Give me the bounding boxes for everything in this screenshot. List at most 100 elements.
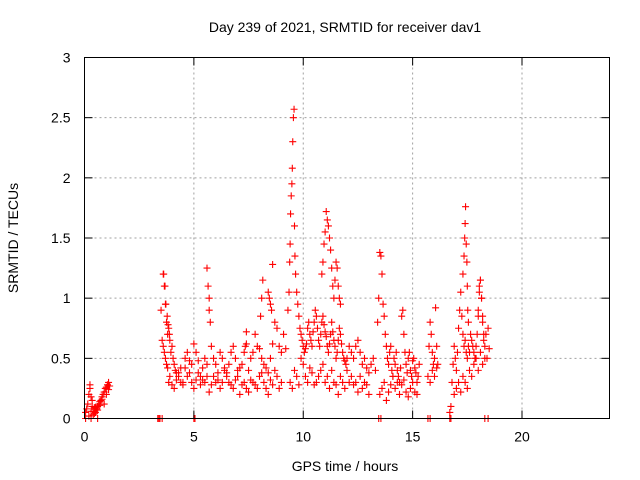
data-point	[470, 360, 478, 368]
data-point	[265, 294, 273, 302]
data-point	[396, 390, 403, 398]
data-point	[207, 342, 215, 350]
data-point	[452, 366, 460, 374]
data-point	[392, 348, 400, 356]
data-point	[386, 348, 394, 356]
data-point	[376, 390, 384, 398]
data-point	[262, 384, 270, 392]
data-point	[434, 360, 442, 368]
data-point	[459, 372, 467, 380]
data-point	[484, 324, 492, 332]
data-point	[308, 342, 316, 350]
data-point	[106, 382, 114, 390]
data-point	[260, 360, 268, 368]
data-point	[169, 354, 177, 362]
tick-labels: 0 0.5 1 1.5 2 2.5 3 0 5 10 15 20	[51, 50, 530, 445]
data-point	[294, 300, 302, 308]
data-point	[317, 330, 325, 338]
data-point	[327, 246, 335, 254]
data-point	[324, 222, 332, 230]
data-point	[312, 378, 320, 386]
data-point	[201, 354, 209, 362]
data-point	[398, 381, 406, 389]
data-point	[472, 342, 480, 350]
data-point	[286, 378, 294, 386]
data-point	[342, 360, 350, 368]
data-point	[378, 270, 386, 278]
data-point	[459, 330, 467, 338]
data-point	[216, 384, 224, 392]
data-point	[288, 164, 296, 172]
data-point	[289, 114, 297, 122]
data-point	[376, 248, 384, 256]
data-point	[345, 378, 353, 386]
data-point	[291, 222, 298, 230]
x-tick-label: 20	[514, 429, 530, 445]
data-point	[451, 354, 459, 362]
data-point	[402, 360, 410, 368]
data-point	[249, 348, 257, 356]
data-point	[241, 342, 249, 350]
data-point	[264, 390, 272, 398]
data-point	[424, 372, 432, 380]
data-point	[275, 384, 283, 392]
data-point	[163, 312, 171, 320]
data-point	[387, 342, 395, 350]
y-tick-label: 2	[63, 170, 71, 186]
data-point	[157, 306, 165, 314]
data-point	[266, 300, 274, 308]
data-point	[300, 348, 308, 356]
data-point	[264, 288, 272, 296]
data-point	[415, 360, 423, 368]
data-point	[331, 342, 339, 350]
data-point	[170, 360, 178, 368]
data-point	[231, 376, 239, 384]
data-point	[461, 336, 469, 344]
data-point	[371, 366, 379, 374]
data-point	[404, 393, 412, 401]
data-point	[321, 378, 329, 386]
data-point	[339, 378, 347, 386]
data-point	[190, 384, 198, 392]
data-point	[412, 369, 420, 377]
data-point	[312, 312, 320, 320]
data-point	[446, 408, 454, 416]
data-point	[397, 364, 405, 372]
data-point	[170, 384, 178, 392]
data-point	[447, 402, 455, 410]
data-point	[336, 300, 344, 308]
data-point	[467, 330, 475, 338]
data-point	[164, 321, 172, 329]
data-point	[385, 388, 393, 396]
data-point	[87, 393, 95, 401]
data-point	[322, 208, 330, 216]
data-point	[385, 360, 393, 368]
data-point	[282, 345, 290, 353]
data-point	[321, 228, 329, 236]
data-point	[369, 354, 377, 362]
data-point	[458, 312, 466, 320]
y-tick-label: 2.5	[51, 110, 71, 126]
data-point	[165, 330, 173, 338]
data-point	[379, 300, 387, 308]
data-point	[326, 340, 333, 348]
data-point	[291, 366, 298, 374]
data-point	[398, 312, 406, 320]
x-tick-label: 10	[295, 429, 311, 445]
data-point	[296, 324, 304, 332]
data-point	[374, 318, 382, 326]
data-point	[457, 288, 465, 296]
data-point	[245, 366, 253, 374]
data-point	[201, 378, 209, 386]
data-point	[158, 336, 166, 344]
data-point	[463, 354, 471, 362]
x-axis-label: GPS time / hours	[292, 458, 399, 474]
data-point	[247, 354, 255, 362]
data-point	[292, 270, 300, 278]
data-point	[321, 328, 329, 336]
data-point	[319, 258, 327, 266]
axis-ticks	[84, 57, 610, 419]
data-point	[218, 378, 226, 386]
y-tick-label: 0	[63, 411, 71, 427]
